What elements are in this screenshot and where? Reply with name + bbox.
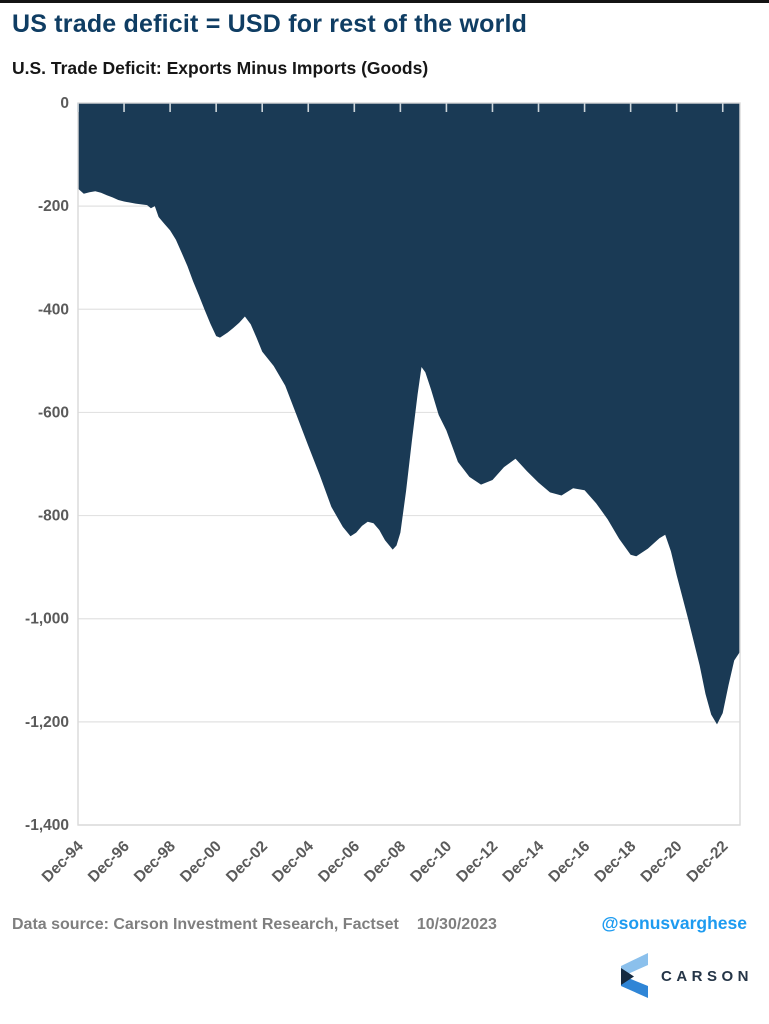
x-tick-label: Dec-18 [591, 838, 639, 886]
chart-subtitle: U.S. Trade Deficit: Exports Minus Import… [12, 58, 429, 78]
y-tick-label: -1,200 [25, 714, 69, 731]
x-tick-label: Dec-06 [315, 838, 363, 886]
author-handle[interactable]: @sonusvarghese [601, 913, 747, 933]
x-tick-label: Dec-22 [684, 838, 732, 886]
y-tick-label: -1,400 [25, 817, 69, 834]
logo-upper-band [620, 953, 648, 977]
x-tick-label: Dec-98 [131, 838, 179, 886]
plot-frame [77, 102, 741, 826]
x-tick-label: Dec-02 [223, 838, 271, 886]
x-tick-label: Dec-16 [545, 838, 593, 886]
x-tick-label: Dec-08 [361, 838, 409, 886]
logo-triangle [620, 968, 634, 985]
carson-logo-icon [620, 953, 648, 998]
y-tick-label: -1,000 [25, 611, 69, 628]
carson-logo: CARSON [619, 953, 753, 999]
source-date: 10/30/2023 [416, 916, 497, 933]
y-tick-label: -400 [38, 301, 69, 318]
y-tick-label: -600 [38, 404, 69, 421]
x-tick-label: Dec-94 [39, 838, 87, 886]
y-tick-label: -800 [38, 508, 69, 525]
x-tick-label: Dec-96 [85, 838, 133, 886]
area-fill [78, 103, 740, 725]
carson-logo-text: CARSON [660, 967, 753, 985]
x-tick-label: Dec-10 [407, 838, 455, 886]
trade-deficit-chart: 0 -200 -400 -600 -800 -1,000 -1,200 -1,400 Dec-9… [25, 95, 741, 886]
x-tick-label: Dec-00 [177, 838, 225, 886]
y-tick-label: 0 [60, 95, 69, 112]
x-tick-label: Dec-20 [638, 838, 686, 886]
y-tick-label: -200 [38, 198, 69, 215]
top-border [0, 0, 769, 3]
page-title: US trade deficit = USD for rest of the w… [12, 10, 528, 38]
x-tick-label: Dec-12 [453, 838, 501, 886]
logo-lower-band [620, 975, 648, 998]
x-tick-label: Dec-04 [269, 838, 317, 886]
data-source-text: Data source: Carson Investment Research,… [12, 916, 497, 934]
x-tick-label: Dec-14 [499, 838, 547, 886]
source-label: Data source: Carson Investment Research,… [12, 916, 399, 933]
